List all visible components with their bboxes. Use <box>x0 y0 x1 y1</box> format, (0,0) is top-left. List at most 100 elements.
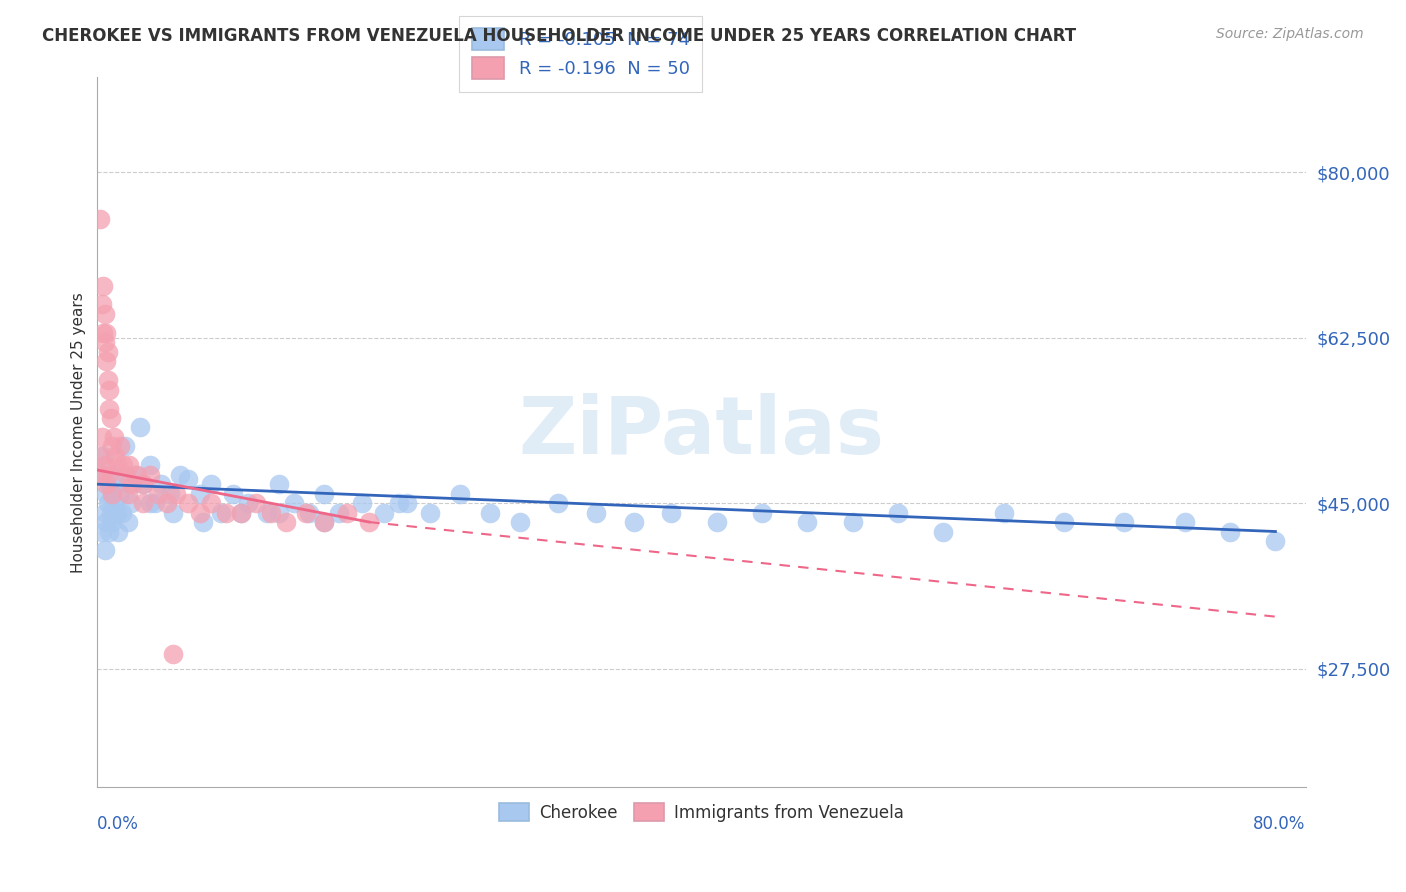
Point <box>98 477 121 491</box>
Point <box>200 496 222 510</box>
Point <box>108 486 131 500</box>
Point <box>89 467 111 482</box>
Point <box>229 506 252 520</box>
Point <box>117 515 139 529</box>
Text: CHEROKEE VS IMMIGRANTS FROM VENEZUELA HOUSEHOLDER INCOME UNDER 25 YEARS CORRELAT: CHEROKEE VS IMMIGRANTS FROM VENEZUELA HO… <box>42 27 1077 45</box>
Point <box>94 543 117 558</box>
Point <box>298 506 321 520</box>
Point <box>93 278 115 293</box>
Point <box>215 506 238 520</box>
Point <box>108 439 131 453</box>
Point <box>238 496 260 510</box>
Point <box>159 486 181 500</box>
Point <box>117 477 139 491</box>
Point <box>118 458 141 473</box>
Point <box>1114 515 1136 529</box>
Point <box>312 515 335 529</box>
Point <box>751 506 773 520</box>
Point <box>100 411 122 425</box>
Point <box>165 486 187 500</box>
Point <box>103 467 125 482</box>
Point <box>229 506 252 520</box>
Point <box>104 449 127 463</box>
Point <box>188 506 211 520</box>
Point <box>267 506 290 520</box>
Point <box>139 467 162 482</box>
Point <box>1219 524 1241 539</box>
Point <box>110 506 132 520</box>
Point <box>96 326 118 340</box>
Point <box>131 477 153 491</box>
Point <box>146 486 169 500</box>
Point <box>125 467 148 482</box>
Point <box>162 648 184 662</box>
Point <box>449 486 471 500</box>
Point <box>94 307 117 321</box>
Point <box>89 449 111 463</box>
Point <box>97 467 120 482</box>
Point <box>107 524 129 539</box>
Point <box>115 467 138 482</box>
Point <box>101 486 124 500</box>
Point <box>479 506 502 520</box>
Point <box>509 515 531 529</box>
Point <box>256 506 278 520</box>
Point <box>359 515 381 529</box>
Point <box>96 515 118 529</box>
Point <box>97 344 120 359</box>
Point <box>93 326 115 340</box>
Point <box>121 477 143 491</box>
Point <box>209 506 232 520</box>
Point <box>156 496 179 510</box>
Point <box>1264 533 1286 548</box>
Point <box>796 515 818 529</box>
Point <box>104 506 127 520</box>
Point <box>1053 515 1076 529</box>
Point <box>93 449 115 463</box>
Point <box>98 524 121 539</box>
Point <box>101 439 124 453</box>
Point <box>94 506 117 520</box>
Point <box>585 506 607 520</box>
Point <box>267 477 290 491</box>
Point <box>96 486 118 500</box>
Point <box>131 496 153 510</box>
Point <box>114 439 136 453</box>
Point <box>101 515 124 529</box>
Point <box>547 496 569 510</box>
Legend: Cherokee, Immigrants from Venezuela: Cherokee, Immigrants from Venezuela <box>492 797 911 829</box>
Point <box>887 506 910 520</box>
Point <box>96 354 118 368</box>
Point <box>177 473 200 487</box>
Point <box>222 486 245 500</box>
Point <box>131 477 153 491</box>
Point <box>94 458 117 473</box>
Point <box>90 297 112 311</box>
Point <box>419 506 441 520</box>
Point <box>90 524 112 539</box>
Point <box>97 496 120 510</box>
Point <box>149 477 172 491</box>
Point <box>312 486 335 500</box>
Point <box>200 477 222 491</box>
Point <box>100 506 122 520</box>
Point <box>143 496 166 510</box>
Point <box>139 496 162 510</box>
Point <box>188 486 211 500</box>
Text: 80.0%: 80.0% <box>1253 815 1306 833</box>
Text: Source: ZipAtlas.com: Source: ZipAtlas.com <box>1216 27 1364 41</box>
Point <box>94 335 117 350</box>
Point <box>706 515 728 529</box>
Text: 0.0%: 0.0% <box>97 815 139 833</box>
Point <box>283 496 305 510</box>
Point <box>841 515 863 529</box>
Point <box>328 506 350 520</box>
Point <box>105 506 128 520</box>
Point <box>932 524 955 539</box>
Point <box>245 496 267 510</box>
Point <box>89 212 111 227</box>
Point <box>128 420 150 434</box>
Point <box>993 506 1015 520</box>
Point <box>112 458 135 473</box>
Point <box>97 373 120 387</box>
